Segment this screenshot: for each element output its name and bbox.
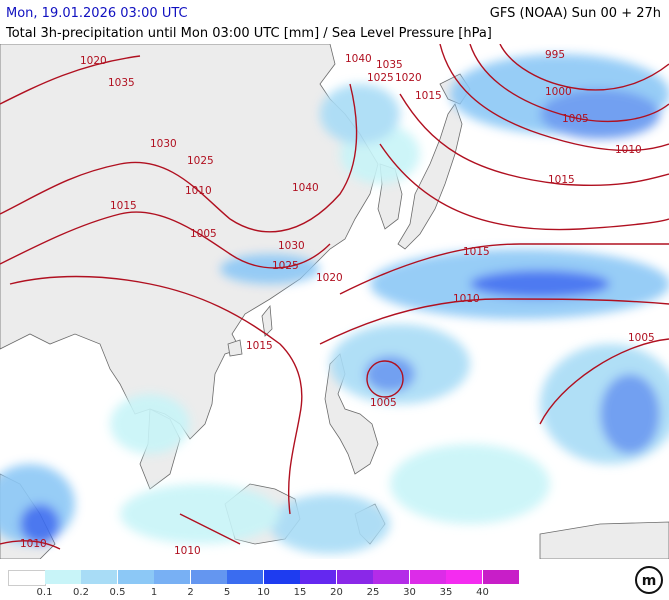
isobar-label: 1010 [453,293,480,305]
isobar-label: 1015 [548,174,575,186]
isobar-label: 1015 [110,200,137,212]
isobar-label: 1010 [615,144,642,156]
isobar-label: 1040 [292,182,319,194]
meteologix-logo: m [634,565,664,595]
isobar-label: 1035 [108,77,135,89]
legend-swatch [81,570,117,584]
legend-swatch [373,570,409,584]
legend-tick-label: 35 [439,587,453,598]
legend-swatch [190,570,227,584]
isobar-label: 1015 [463,246,490,258]
legend-swatch [44,570,81,584]
weather-map[interactable]: 1020 1035 1030 1025 1015 1010 1005 1040 … [0,43,669,560]
legend-tick-label: 40 [476,587,489,598]
precipitation-field [0,54,669,554]
precipitation-legend: 0.1 0.2 0.5 1 2 5 10 15 20 25 30 35 40 [0,560,669,600]
isobar-label: 1030 [150,138,177,150]
isobar-label: 1010 [174,545,201,557]
legend-swatch [300,570,336,584]
isobar-label: 1025 [367,72,394,84]
legend-swatch [409,570,446,584]
isobar-label: 1015 [415,90,442,102]
model-run: GFS (NOAA) Sun 00 + 27h [489,6,661,21]
legend-tick-label: 0.5 [109,587,126,598]
legend-swatch [227,570,263,584]
isobar-label: 1025 [187,155,214,167]
isobar-label: 1005 [628,332,655,344]
isobar-label: 1005 [190,228,217,240]
legend-tick-label: 20 [330,587,343,598]
isobar-label: 1015 [246,340,273,352]
legend-tick-label: 30 [403,587,416,598]
isobar-label: 1010 [185,185,212,197]
isobar-label: 1010 [20,538,47,550]
legend-tick-label: 15 [293,587,307,598]
logo-text: m [642,573,657,589]
isobar-label: 1030 [278,240,305,252]
map-header: Mon, 19.01.2026 03:00 UTC GFS (NOAA) Sun… [0,0,669,44]
isobar-label: 1025 [272,260,299,272]
legend-swatch [117,570,154,584]
legend-tick-label: 25 [366,587,380,598]
isobar-label: 1020 [80,55,107,67]
legend-tick-label: 0.2 [73,587,89,598]
isobars [0,43,669,550]
legend-swatch [154,570,190,584]
valid-time: Mon, 19.01.2026 03:00 UTC [6,6,188,21]
isobar-labels: 1020 1035 1030 1025 1015 1010 1005 1040 … [20,49,655,557]
legend-tick-label: 0.1 [36,587,53,598]
product-title: Total 3h-precipitation until Mon 03:00 U… [6,26,492,41]
legend-swatch [263,570,300,584]
legend-tick-label: 1 [150,587,158,598]
isobar-label: 1035 [376,59,403,71]
legend-swatch [446,570,482,584]
isobar-label: 995 [545,49,565,61]
legend-tick-label: 2 [187,587,194,598]
isobar-label: 1020 [395,72,422,84]
isobar-label: 1040 [345,53,372,65]
legend-swatch [336,570,373,584]
legend-swatch [482,570,519,584]
isobar-label: 1000 [545,86,572,98]
isobar-label: 1005 [562,113,589,125]
legend-tick-label: 10 [257,587,270,598]
isobar-label: 1005 [370,397,397,409]
legend-tick-label: 5 [223,587,231,598]
legend-swatch [8,570,46,586]
isobar-label: 1020 [316,272,343,284]
